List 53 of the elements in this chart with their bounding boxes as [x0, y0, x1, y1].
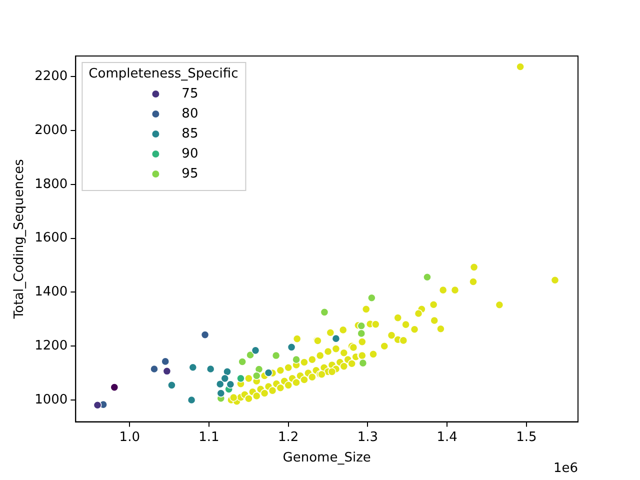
legend-label: 95 — [182, 166, 198, 182]
point — [162, 366, 172, 376]
point — [168, 380, 176, 390]
y-tick-label: 1200 — [34, 338, 68, 354]
point — [358, 358, 368, 368]
x-tick-label: 1.4 — [436, 430, 458, 445]
y-tick-label: 1400 — [34, 284, 68, 300]
point — [161, 357, 170, 366]
x-axis-title: Genome_Size — [282, 450, 371, 466]
x-tick-label: 1.1 — [198, 430, 220, 445]
legend-label: 85 — [182, 126, 198, 142]
y-tick-label: 2200 — [34, 69, 68, 84]
point — [200, 330, 210, 339]
point — [206, 364, 215, 374]
point — [188, 363, 198, 372]
point — [187, 396, 196, 404]
point — [332, 334, 340, 343]
text: 1e6 — [553, 460, 578, 476]
point — [220, 374, 230, 383]
point — [252, 372, 261, 380]
y-tick-label: 1800 — [34, 176, 68, 192]
point — [226, 380, 235, 389]
x-tick-label: 1.2 — [278, 430, 299, 445]
point — [223, 368, 232, 376]
point — [287, 342, 296, 352]
y-tick-label: 1600 — [34, 230, 68, 246]
point — [264, 368, 273, 377]
x-tick-label: 1.3 — [357, 430, 378, 445]
point — [423, 272, 432, 282]
point — [238, 358, 247, 366]
point — [357, 322, 366, 330]
point — [272, 351, 280, 360]
point — [367, 294, 376, 302]
legend-label: 90 — [182, 146, 198, 162]
x-tick-label: 1.0 — [119, 430, 140, 445]
legend-title: Completeness_Specific — [88, 66, 238, 82]
point — [357, 329, 366, 338]
point — [236, 374, 245, 383]
point — [246, 350, 254, 360]
point — [150, 364, 158, 374]
y-axis-title: Total_Coding_Sequences — [12, 158, 28, 320]
point — [251, 346, 260, 355]
legend-label: 75 — [182, 86, 198, 102]
point — [292, 355, 300, 364]
point — [110, 383, 119, 392]
legend-label: 80 — [182, 106, 198, 122]
point — [216, 389, 226, 398]
point — [216, 380, 224, 388]
y-tick-label: 1000 — [34, 392, 68, 408]
x-tick-label: 1.5 — [516, 430, 537, 445]
y-tick-label: 2000 — [34, 122, 68, 138]
point — [320, 308, 329, 316]
point — [93, 400, 102, 410]
